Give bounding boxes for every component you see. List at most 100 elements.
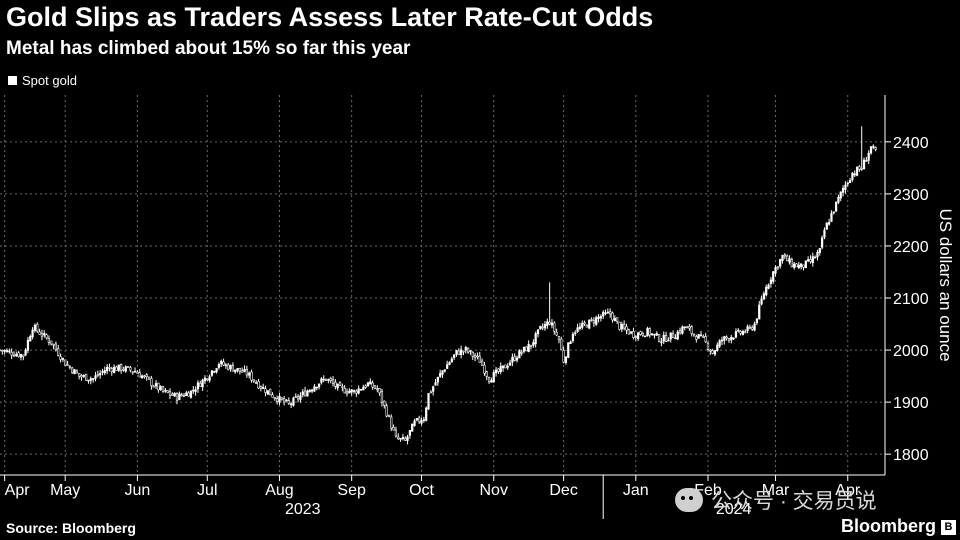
candle-body-306 (711, 350, 714, 354)
candle-body-55 (126, 366, 130, 368)
candle-body-153 (355, 390, 358, 394)
candle-body-247 (574, 332, 577, 335)
candle-190 (441, 370, 444, 378)
candle-344 (800, 263, 803, 270)
candle-body-353 (821, 237, 824, 248)
candle-body-139 (322, 378, 325, 381)
candle-body-271 (630, 331, 633, 334)
candle-140 (324, 378, 328, 382)
candle-body-275 (639, 331, 642, 335)
candle-145 (336, 383, 339, 391)
x-tick-label-apr-12: Apr (835, 482, 861, 499)
candle-body-14 (31, 329, 34, 338)
candle-277 (644, 335, 647, 338)
candle-57 (131, 371, 134, 375)
candle-366 (851, 172, 854, 182)
candle-body-30 (68, 366, 71, 368)
candle-body-299 (695, 336, 698, 340)
candle-body-335 (779, 259, 782, 267)
candle-26 (59, 353, 62, 363)
candle-body-156 (362, 386, 365, 391)
candle-body-44 (101, 371, 104, 373)
candle-body-326 (758, 304, 761, 320)
candle-body-235 (546, 321, 549, 326)
candle-217 (504, 364, 507, 369)
candle-body-170 (394, 429, 398, 437)
candle-body-348 (809, 258, 812, 262)
candle-243 (564, 356, 568, 365)
candle-255 (592, 317, 595, 327)
x-tick-label-jul-3: Jul (197, 482, 217, 499)
candle-188 (436, 376, 439, 386)
candle-122 (283, 396, 286, 406)
candle-198 (460, 345, 463, 359)
candle-body-182 (422, 419, 425, 421)
candle-113 (262, 383, 265, 390)
candle-343 (797, 261, 800, 270)
candle-197 (457, 348, 460, 356)
candle-345 (802, 264, 805, 271)
candle-body-93 (215, 368, 218, 373)
candle-body-16 (36, 323, 39, 332)
candle-body-162 (376, 388, 379, 390)
candle-211 (490, 377, 493, 383)
candle-body-195 (453, 354, 456, 358)
candle-body-125 (290, 403, 293, 406)
candle-body-261 (606, 311, 609, 314)
candle-body-167 (387, 415, 391, 418)
candle-374 (869, 146, 873, 155)
candle-body-209 (485, 371, 488, 377)
candle-85 (196, 380, 200, 393)
candle-15 (33, 323, 37, 333)
candle-365 (848, 177, 852, 184)
candle-101 (234, 369, 237, 374)
candle-body-191 (443, 369, 446, 372)
candle-body-256 (595, 317, 598, 325)
candle-34 (78, 372, 81, 380)
grid-lines (0, 95, 885, 475)
candle-210 (487, 376, 491, 384)
candle-body-255 (592, 320, 595, 324)
candle-205 (476, 352, 479, 360)
candle-264 (613, 315, 616, 322)
candle-body-72 (166, 390, 169, 393)
candle-300 (697, 334, 700, 339)
candle-318 (739, 330, 742, 336)
candle-body-264 (613, 318, 616, 322)
candle-body-11 (24, 349, 27, 356)
candle-358 (832, 211, 835, 215)
candle-body-98 (227, 364, 230, 370)
candle-53 (122, 366, 125, 372)
candle-body-108 (250, 371, 253, 381)
candle-body-178 (413, 420, 416, 426)
candle-21 (47, 335, 51, 346)
candle-body-127 (294, 396, 297, 398)
candle-body-67 (154, 383, 158, 387)
candle-8 (17, 350, 20, 358)
candle-body-360 (837, 196, 840, 203)
candle-body-29 (66, 364, 69, 366)
candle-267 (620, 321, 623, 333)
candle-body-70 (161, 386, 165, 392)
candle-262 (609, 308, 612, 318)
candle-body-279 (648, 328, 651, 336)
candle-178 (413, 418, 416, 427)
candle-355 (825, 222, 828, 230)
candle-229 (532, 339, 535, 348)
candle-body-150 (348, 390, 351, 394)
candle-body-205 (476, 355, 479, 358)
year-label-2024: 2024 (716, 501, 752, 518)
candle-body-340 (790, 259, 793, 268)
candle-58 (133, 367, 137, 373)
candle-body-257 (597, 316, 600, 319)
candle-body-173 (401, 437, 405, 439)
candle-141 (327, 378, 330, 384)
candle-body-106 (245, 369, 248, 376)
candle-62 (143, 374, 146, 379)
candle-body-233 (541, 326, 544, 329)
candle-105 (243, 365, 246, 373)
candle-270 (627, 328, 630, 335)
candle-161 (373, 385, 377, 390)
candle-body-278 (646, 328, 649, 337)
candle-154 (357, 385, 360, 395)
